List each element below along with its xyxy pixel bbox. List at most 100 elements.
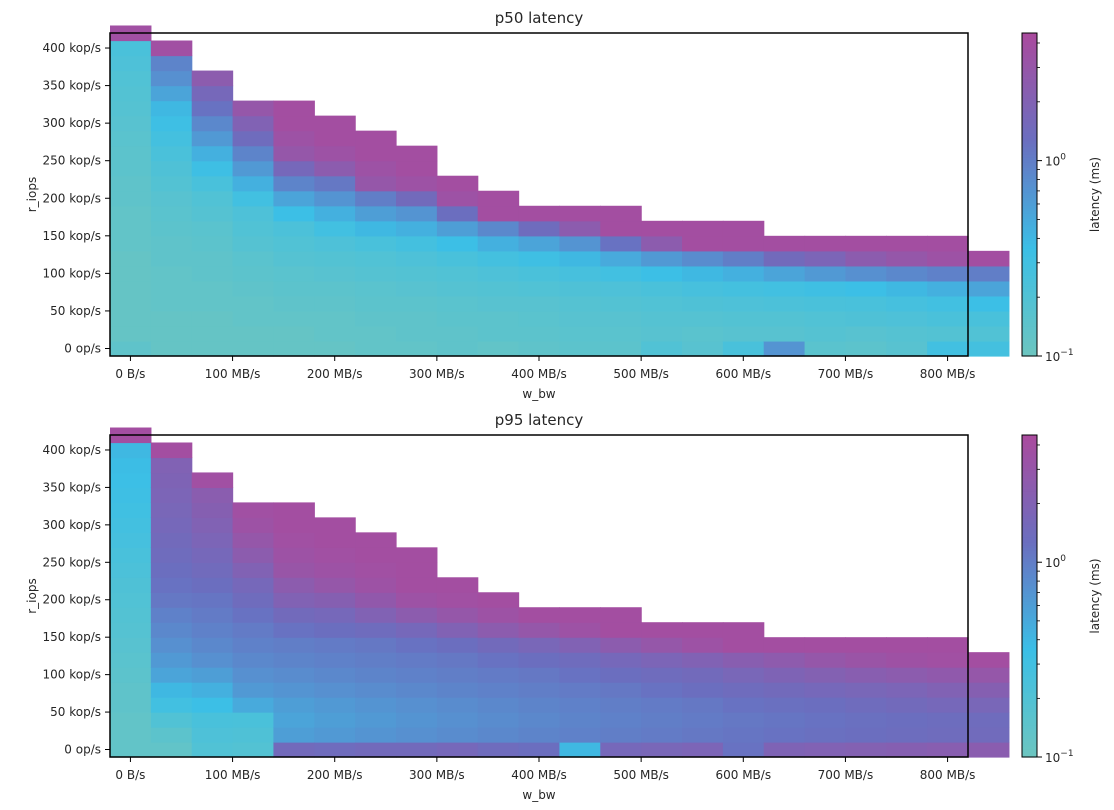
heatmap-cell	[396, 562, 438, 578]
colorbar-segment	[1022, 571, 1037, 576]
colorbar-segment	[1022, 146, 1037, 150]
heatmap-cell	[436, 697, 479, 713]
heatmap-cell	[641, 310, 683, 327]
colorbar-segment	[1022, 119, 1037, 123]
heatmap-cell	[110, 325, 152, 342]
colorbar-segment	[1022, 137, 1037, 142]
heatmap-cell	[314, 160, 356, 177]
heatmap-cell	[927, 265, 969, 282]
heatmap-cell	[518, 325, 561, 342]
heatmap-cell	[477, 205, 520, 222]
colorbar-segment	[1022, 620, 1037, 624]
colorbar-segment	[1022, 585, 1037, 589]
heatmap-cell	[559, 682, 601, 698]
colorbar-segment	[1022, 598, 1037, 602]
heatmap-cell	[968, 727, 1010, 743]
heatmap-cell	[845, 637, 887, 653]
colorbar-segment	[1022, 159, 1037, 163]
heatmap-cell	[273, 295, 315, 312]
colorbar-segment	[1022, 167, 1037, 171]
heatmap-cell	[314, 220, 356, 237]
colorbar-segment	[1022, 350, 1037, 354]
heatmap-cell	[722, 637, 765, 653]
colorbar-segment	[1022, 604, 1037, 608]
heatmap-cell	[273, 502, 315, 518]
colorbar-segment	[1022, 291, 1037, 295]
colorbar-segment	[1022, 488, 1037, 492]
heatmap-cell	[110, 457, 152, 474]
colorbar-segment	[1022, 242, 1037, 247]
heatmap-cell	[845, 295, 887, 312]
colorbar-segment	[1022, 183, 1037, 188]
colorbar-segment	[1022, 280, 1037, 284]
heatmap-cell	[559, 235, 601, 252]
colorbar-segment	[1022, 590, 1037, 594]
heatmap-cell	[110, 85, 152, 102]
heatmap-cell	[150, 145, 193, 162]
colorbar-segment	[1022, 229, 1037, 233]
heatmap-cell	[232, 607, 275, 623]
colorbar-segment	[1022, 76, 1037, 80]
heatmap-cell	[436, 310, 479, 327]
heatmap-cell	[232, 340, 275, 357]
heatmap-cell	[110, 220, 152, 237]
heatmap-cell	[191, 637, 234, 653]
heatmap-cell	[355, 265, 397, 282]
heatmap-cell	[927, 325, 969, 342]
heatmap-cell	[232, 712, 275, 728]
heatmap-cell	[150, 622, 193, 638]
heatmap-cell	[600, 637, 642, 653]
colorbar-segment	[1022, 695, 1037, 699]
heatmap-cell	[150, 652, 193, 668]
colorbar-segment	[1022, 224, 1037, 228]
colorbar-segment	[1022, 275, 1037, 279]
y-tick-label: 100 kop/s	[43, 266, 102, 280]
heatmap-cell	[436, 652, 479, 668]
heatmap-cell	[110, 190, 152, 207]
colorbar-segment	[1022, 226, 1037, 231]
colorbar-segment	[1022, 124, 1037, 128]
heatmap-cell	[968, 265, 1010, 282]
heatmap-cell	[396, 652, 438, 668]
colorbar-segment	[1022, 644, 1037, 648]
colorbar-segment	[1022, 700, 1037, 704]
heatmap-cell	[722, 667, 765, 683]
heatmap-cell	[763, 250, 806, 267]
heatmap-cell	[314, 265, 356, 282]
heatmap-cell	[722, 697, 765, 713]
heatmap-cell	[150, 85, 193, 102]
colorbar-segment	[1022, 41, 1037, 45]
heatmap-cell	[845, 682, 887, 698]
colorbar-segment	[1022, 35, 1037, 39]
heatmap-cell	[150, 517, 193, 533]
heatmap-cell	[273, 532, 315, 548]
heatmap-cell	[804, 250, 847, 267]
heatmap-cell	[682, 295, 724, 312]
heatmap-cell	[150, 637, 193, 653]
colorbar-segment	[1022, 299, 1037, 303]
heatmap-cell	[927, 340, 969, 357]
heatmap-cell	[355, 697, 397, 713]
heatmap-cell	[722, 295, 765, 312]
heatmap-cell	[110, 100, 152, 117]
heatmap-cell	[722, 652, 765, 668]
colorbar-segment	[1022, 216, 1037, 220]
colorbar-segment	[1022, 54, 1037, 58]
colorbar-segment	[1022, 483, 1037, 487]
heatmap-cell	[477, 265, 520, 282]
colorbar-segment	[1022, 673, 1037, 678]
colorbar-segment	[1022, 127, 1037, 131]
heatmap-cell	[927, 280, 969, 297]
heatmap-cell	[110, 55, 152, 72]
heatmap-cell	[559, 325, 601, 342]
heatmap-cell	[641, 727, 683, 743]
colorbar-segment	[1022, 304, 1037, 309]
heatmap-cell	[110, 160, 152, 177]
colorbar-segment	[1022, 154, 1037, 158]
heatmap-cell	[355, 295, 397, 312]
colorbar-segment	[1022, 59, 1037, 64]
heatmap-cell	[518, 250, 561, 267]
heatmap-cell	[763, 652, 806, 668]
heatmap-cell	[355, 235, 397, 252]
heatmap-cell	[600, 250, 642, 267]
